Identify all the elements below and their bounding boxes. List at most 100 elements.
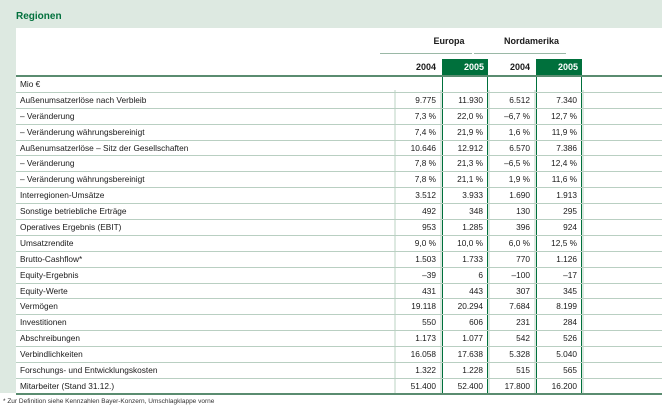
empty-cell: [584, 235, 662, 251]
table-row: Außenumsatzerlöse nach Verbleib 9.775 11.9…: [16, 92, 662, 109]
nordamerika-2004-value: 396: [490, 220, 534, 235]
europa-2004-value: 7,8 %: [396, 172, 440, 188]
europa-2005-value: 12.912: [442, 140, 488, 156]
empty-cell: [584, 315, 662, 331]
region-nordamerika-rule: [474, 53, 566, 54]
empty-cell: [584, 378, 662, 393]
nordamerika-2004-value: 231: [490, 315, 534, 331]
nordamerika-2004-value: 5.328: [490, 347, 534, 363]
nordamerika-2004-value: 6.512: [490, 92, 534, 108]
row-label: Interregionen-Umsätze: [16, 188, 394, 204]
empty-cell: [584, 331, 662, 347]
nordamerika-2004-value: –100: [490, 267, 534, 283]
table-row: Mitarbeiter (Stand 31.12.) 51.400 52.400 17…: [16, 378, 662, 395]
empty-cell: [584, 156, 662, 172]
empty-cell: [584, 92, 662, 108]
region-europa-rule: [380, 53, 472, 54]
empty-cell: [584, 363, 662, 378]
europa-2005-value: 17.638: [442, 347, 488, 363]
nordamerika-2005-value: 1.126: [536, 251, 582, 267]
europa-2005-value: 20.294: [442, 299, 488, 315]
empty-cell: [584, 251, 662, 267]
nordamerika-2005-value: 924: [536, 220, 582, 235]
empty-cell: [584, 283, 662, 299]
nordamerika-2004-value: [490, 77, 534, 92]
europa-2004-value: 16.058: [396, 347, 440, 363]
nordamerika-2004-value: 542: [490, 331, 534, 347]
row-label: Umsatzrendite: [16, 235, 394, 251]
nordamerika-2005-value: 12,7 %: [536, 108, 582, 124]
europa-2004-value: –39: [396, 267, 440, 283]
table-row: – Veränderung währungsbereinigt 7,4 % 21,9…: [16, 124, 662, 141]
europa-2005-value: 6: [442, 267, 488, 283]
europa-2004-value: 7,8 %: [396, 156, 440, 172]
europa-2004-value: 19.118: [396, 299, 440, 315]
europa-2004-value: 7,4 %: [396, 124, 440, 140]
europa-2004-value: 550: [396, 315, 440, 331]
europa-2004-value: 3.512: [396, 188, 440, 204]
europa-2005-value: 11.930: [442, 92, 488, 108]
empty-cell: [584, 220, 662, 235]
nordamerika-2004-value: 7.684: [490, 299, 534, 315]
table-row: Brutto-Cashflow* 1.503 1.733 770 1.126: [16, 251, 662, 268]
nordamerika-2005-value: –17: [536, 267, 582, 283]
europa-2005-value: 21,1 %: [442, 172, 488, 188]
nordamerika-2004-value: 515: [490, 363, 534, 378]
table-title: Regionen: [16, 11, 62, 22]
row-label: Außenumsatzerlöse – Sitz der Gesellschaf…: [16, 140, 394, 156]
row-label: Equity-Werte: [16, 283, 394, 299]
nordamerika-2004-value: 770: [490, 251, 534, 267]
empty-cell: [584, 124, 662, 140]
europa-2004-value: 9.775: [396, 92, 440, 108]
row-label: Abschreibungen: [16, 331, 394, 347]
nordamerika-2004-value: 307: [490, 283, 534, 299]
europa-2004-value: 10.646: [396, 140, 440, 156]
table-row: – Veränderung währungsbereinigt 7,8 % 21,1…: [16, 172, 662, 189]
europa-2005-value: [442, 77, 488, 92]
nordamerika-2005-value: 8.199: [536, 299, 582, 315]
nordamerika-2004-value: 1,9 %: [490, 172, 534, 188]
row-label: Sonstige betriebliche Erträge: [16, 204, 394, 220]
europa-2005-value: 21,9 %: [442, 124, 488, 140]
empty-cell: [584, 188, 662, 204]
europa-2005-value: 21,3 %: [442, 156, 488, 172]
europa-2004-value: 7,3 %: [396, 108, 440, 124]
data-table: Mio € Außenumsatzerlöse nach Verbleib 9.77…: [16, 77, 662, 395]
nordamerika-2005-value: [536, 77, 582, 92]
row-label: Brutto-Cashflow*: [16, 251, 394, 267]
europa-2005-value: 606: [442, 315, 488, 331]
nordamerika-2004-value: 6,0 %: [490, 235, 534, 251]
empty-cell: [584, 172, 662, 188]
europa-2004-value: 953: [396, 220, 440, 235]
regions-panel: Regionen Europa Nordamerika 2004 2005 20…: [0, 0, 662, 395]
row-label: Equity-Ergebnis: [16, 267, 394, 283]
row-label: – Veränderung währungsbereinigt: [16, 124, 394, 140]
empty-cell: [584, 347, 662, 363]
europa-2005-value: 22,0 %: [442, 108, 488, 124]
europa-2004-value: 492: [396, 204, 440, 220]
europa-2004-value: 9,0 %: [396, 235, 440, 251]
row-label: Mio €: [16, 77, 394, 92]
table-row: Forschungs- und Entwicklungskosten 1.322 1…: [16, 363, 662, 379]
table-row: Interregionen-Umsätze 3.512 3.933 1.690 1.91…: [16, 188, 662, 205]
nordamerika-2005-value: 284: [536, 315, 582, 331]
table-row: Umsatzrendite 9,0 % 10,0 % 6,0 % 12,5 %: [16, 235, 662, 252]
europa-2004-value: 431: [396, 283, 440, 299]
nordamerika-2005-value: 11,9 %: [536, 124, 582, 140]
nordamerika-2004-value: 130: [490, 204, 534, 220]
nordamerika-2005-value: 12,4 %: [536, 156, 582, 172]
row-label: Operatives Ergebnis (EBIT): [16, 220, 394, 235]
table-row: – Veränderung 7,3 % 22,0 % –6,7 % 12,7 %: [16, 108, 662, 125]
year-nordamerika-2004: 2004: [509, 62, 530, 72]
nordamerika-2004-value: 17.800: [490, 378, 534, 393]
nordamerika-2005-value: 1.913: [536, 188, 582, 204]
nordamerika-2004-value: 1,6 %: [490, 124, 534, 140]
row-label: Forschungs- und Entwicklungskosten: [16, 363, 394, 378]
table-row: Equity-Ergebnis –39 6 –100 –17: [16, 267, 662, 284]
table-row: Mio €: [16, 77, 662, 93]
region-nordamerika: Nordamerika: [504, 36, 560, 46]
europa-2005-value: 1.228: [442, 363, 488, 378]
europa-2005-value: 348: [442, 204, 488, 220]
table-row: Operatives Ergebnis (EBIT) 953 1.285 396 924: [16, 220, 662, 236]
table-row: Außenumsatzerlöse – Sitz der Gesellschaf…: [16, 140, 662, 157]
